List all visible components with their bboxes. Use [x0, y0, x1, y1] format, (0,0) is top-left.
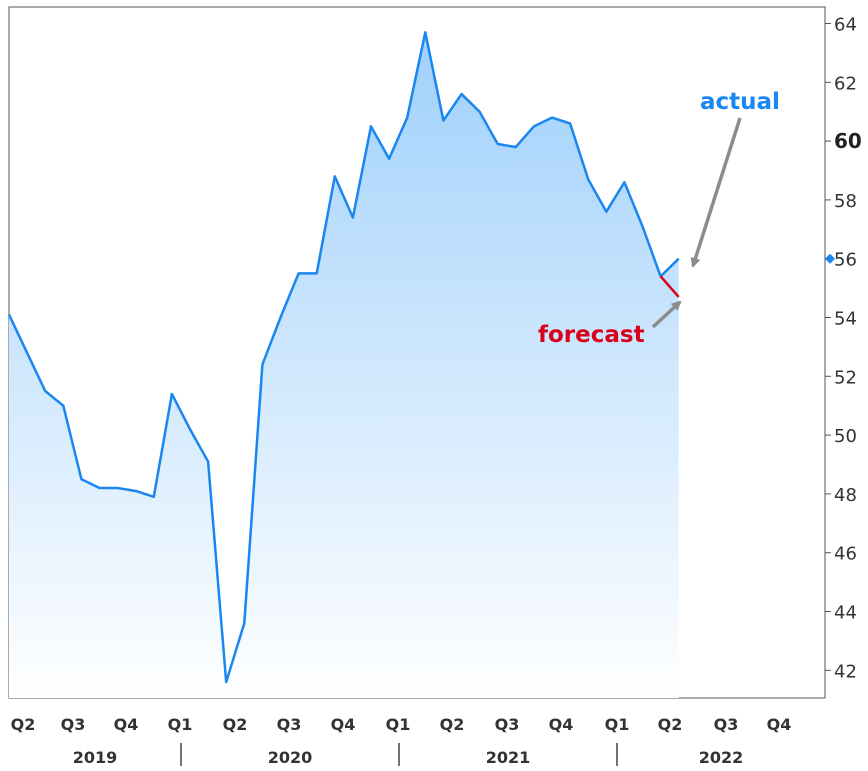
series-line-forecast: [659, 275, 680, 298]
x-year-label: 2021: [486, 748, 531, 767]
y-tick-label: 52: [834, 367, 857, 388]
y-tick-label: 48: [834, 485, 857, 506]
x-tick-label: Q4: [114, 715, 139, 734]
x-year-label: 2022: [699, 748, 744, 767]
y-tick-label: 60: [834, 129, 862, 153]
area-actual: [9, 32, 679, 698]
y-tick-label: 62: [834, 73, 857, 94]
x-tick-label: Q4: [767, 715, 792, 734]
y-tick-label: 42: [834, 661, 857, 682]
last-value-marker: [825, 253, 835, 264]
y-tick-label: 46: [834, 544, 857, 565]
x-year-label: 2020: [268, 748, 313, 767]
area-fill: [9, 32, 679, 698]
series-lines: [7, 31, 680, 684]
forecast-annotation: forecast: [538, 322, 645, 348]
x-tick-label: Q1: [386, 715, 411, 734]
x-tick-label: Q2: [440, 715, 465, 734]
x-tick-label: Q1: [168, 715, 193, 734]
x-tick-label: Q3: [495, 715, 520, 734]
y-tick-label: 64: [834, 15, 857, 36]
x-tick-label: Q3: [714, 715, 739, 734]
x-year-label: 2019: [73, 748, 118, 767]
x-axis: Q2 Q3 Q4 Q1 Q2 Q3 Q4 Q1 Q2 Q3 Q4 Q1 Q2 Q3 Q4 2019 2020 20…: [11, 715, 792, 767]
series-line-actual: [7, 31, 680, 684]
x-tick-label: Q4: [549, 715, 574, 734]
y-tick-label: 58: [834, 191, 857, 212]
forecast-arrow: [651, 300, 682, 329]
x-tick-label: Q3: [277, 715, 302, 734]
x-tick-label: Q2: [658, 715, 683, 734]
y-tick-label: 54: [834, 309, 857, 330]
y-tick-label: 50: [834, 426, 857, 447]
x-tick-label: Q2: [11, 715, 36, 734]
x-tick-label: Q3: [61, 715, 86, 734]
actual-annotation: actual: [700, 89, 780, 115]
x-tick-label: Q4: [331, 715, 356, 734]
x-tick-label: Q1: [605, 715, 630, 734]
y-tick-label: 44: [834, 603, 857, 624]
y-axis: 42 44 46 48 50 52 54 56 58 60 62 64: [825, 15, 862, 682]
y-tick-label: 56: [834, 250, 857, 271]
actual-arrow: [690, 117, 742, 268]
x-tick-label: Q2: [223, 715, 248, 734]
